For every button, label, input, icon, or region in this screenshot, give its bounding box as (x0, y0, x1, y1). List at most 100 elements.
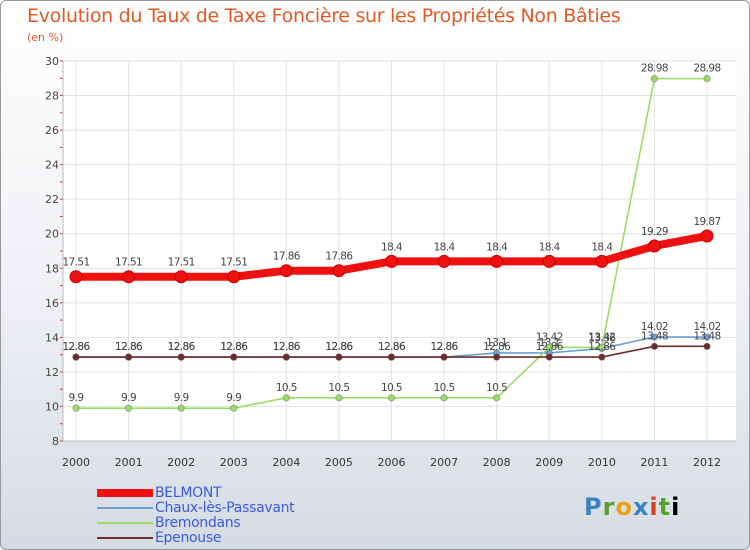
legend-item: BELMONT (97, 485, 294, 501)
data-label: 28.98 (693, 63, 720, 75)
data-point (124, 404, 133, 412)
y-tick-label: 24 (45, 159, 59, 172)
data-label: 12.86 (62, 341, 90, 353)
data-point (230, 404, 238, 412)
data-point (69, 270, 83, 284)
data-label: 12.86 (325, 341, 353, 353)
x-tick-label: 2010 (588, 456, 616, 469)
data-label: 18.4 (539, 241, 561, 253)
data-label: 17.51 (62, 257, 89, 269)
y-tick-label: 26 (45, 124, 59, 137)
data-point (650, 342, 659, 351)
data-point (385, 254, 398, 268)
data-label: 10.5 (276, 382, 297, 394)
data-point (282, 353, 291, 361)
y-tick-label: 20 (45, 228, 59, 241)
data-point (335, 353, 343, 361)
y-tick-label: 16 (45, 297, 59, 310)
data-label: 12.86 (168, 341, 196, 353)
data-point (490, 254, 504, 268)
data-label: 10.5 (486, 382, 507, 394)
legend-swatch (97, 506, 153, 509)
x-tick-label: 2008 (483, 456, 511, 469)
data-point (124, 353, 133, 361)
x-tick-label: 2002 (167, 456, 195, 469)
y-tick-label: 30 (45, 55, 59, 68)
data-label: 17.86 (273, 251, 301, 263)
data-label: 18.4 (381, 241, 403, 253)
x-tick-label: 2000 (62, 456, 90, 469)
y-tick-label: 12 (45, 366, 59, 379)
data-point (335, 394, 343, 402)
data-label: 13.1 (539, 337, 560, 349)
data-label: 19.29 (641, 226, 668, 238)
data-label: 19.87 (693, 216, 720, 228)
data-label: 12.86 (115, 341, 143, 353)
data-label: 12.86 (273, 341, 301, 353)
data-point (598, 353, 606, 361)
data-point (437, 254, 451, 268)
chart-title: Evolution du Taux de Taxe Foncière sur l… (27, 5, 621, 27)
data-point (72, 404, 80, 412)
data-point (230, 353, 238, 361)
data-label: 14.02 (641, 321, 668, 333)
data-label: 17.51 (168, 257, 195, 269)
data-label: 13.1 (486, 337, 507, 349)
legend-swatch (97, 488, 153, 497)
data-label: 10.5 (434, 382, 455, 394)
data-point (545, 343, 553, 352)
data-point (177, 353, 185, 361)
legend-item: Chaux-lès-Passavant (97, 500, 295, 516)
y-tick-label: 8 (52, 435, 59, 448)
legend-swatch (97, 521, 153, 524)
x-tick-label: 2005 (325, 456, 353, 469)
legend-item: Bremondans (97, 514, 294, 531)
data-point (492, 394, 501, 402)
proxiti-logo: Proxiti (584, 493, 681, 521)
data-label: 12.86 (220, 341, 248, 353)
data-label: 12.86 (378, 341, 406, 353)
y-tick-label: 22 (45, 193, 59, 206)
data-label: 17.51 (115, 257, 142, 269)
data-point (440, 353, 448, 361)
data-point (703, 333, 711, 341)
data-label: 12.86 (431, 341, 459, 353)
data-label: 12.86 (325, 341, 353, 353)
data-point (332, 264, 346, 278)
data-point (279, 264, 293, 278)
data-point (703, 74, 711, 83)
data-point (650, 333, 659, 341)
x-tick-label: 2004 (272, 456, 300, 469)
data-point (595, 254, 609, 268)
data-label: 13.48 (693, 330, 720, 342)
data-point (492, 353, 501, 361)
y-tick-label: 14 (45, 331, 59, 344)
data-label: 12.86 (588, 341, 616, 353)
x-tick-label: 2009 (535, 456, 563, 469)
legend-swatch (97, 536, 153, 539)
y-tick-label: 10 (45, 400, 59, 413)
data-point (282, 394, 291, 402)
data-point (387, 394, 396, 402)
data-label: 14.02 (693, 321, 720, 333)
legend-label: Bremondans (155, 514, 241, 531)
data-label: 9.9 (121, 392, 136, 404)
data-point (703, 342, 711, 351)
data-label: 12.86 (115, 341, 143, 353)
data-label: 13.48 (641, 330, 668, 342)
data-label: 13.42 (536, 331, 563, 343)
data-label: 28.98 (641, 63, 668, 75)
legend-label: Epenouse (155, 529, 222, 546)
unit-label: (en %) (27, 31, 64, 44)
data-label: 9.9 (69, 392, 84, 404)
data-label: 12.86 (168, 341, 196, 353)
data-point (177, 404, 185, 412)
legend-item: Epenouse (97, 529, 294, 546)
data-point (647, 239, 661, 253)
data-label: 18.4 (486, 241, 508, 253)
data-label: 13.36 (588, 332, 616, 344)
data-label: 13.42 (588, 331, 615, 343)
y-tick-label: 28 (45, 90, 59, 103)
data-point (542, 254, 556, 268)
